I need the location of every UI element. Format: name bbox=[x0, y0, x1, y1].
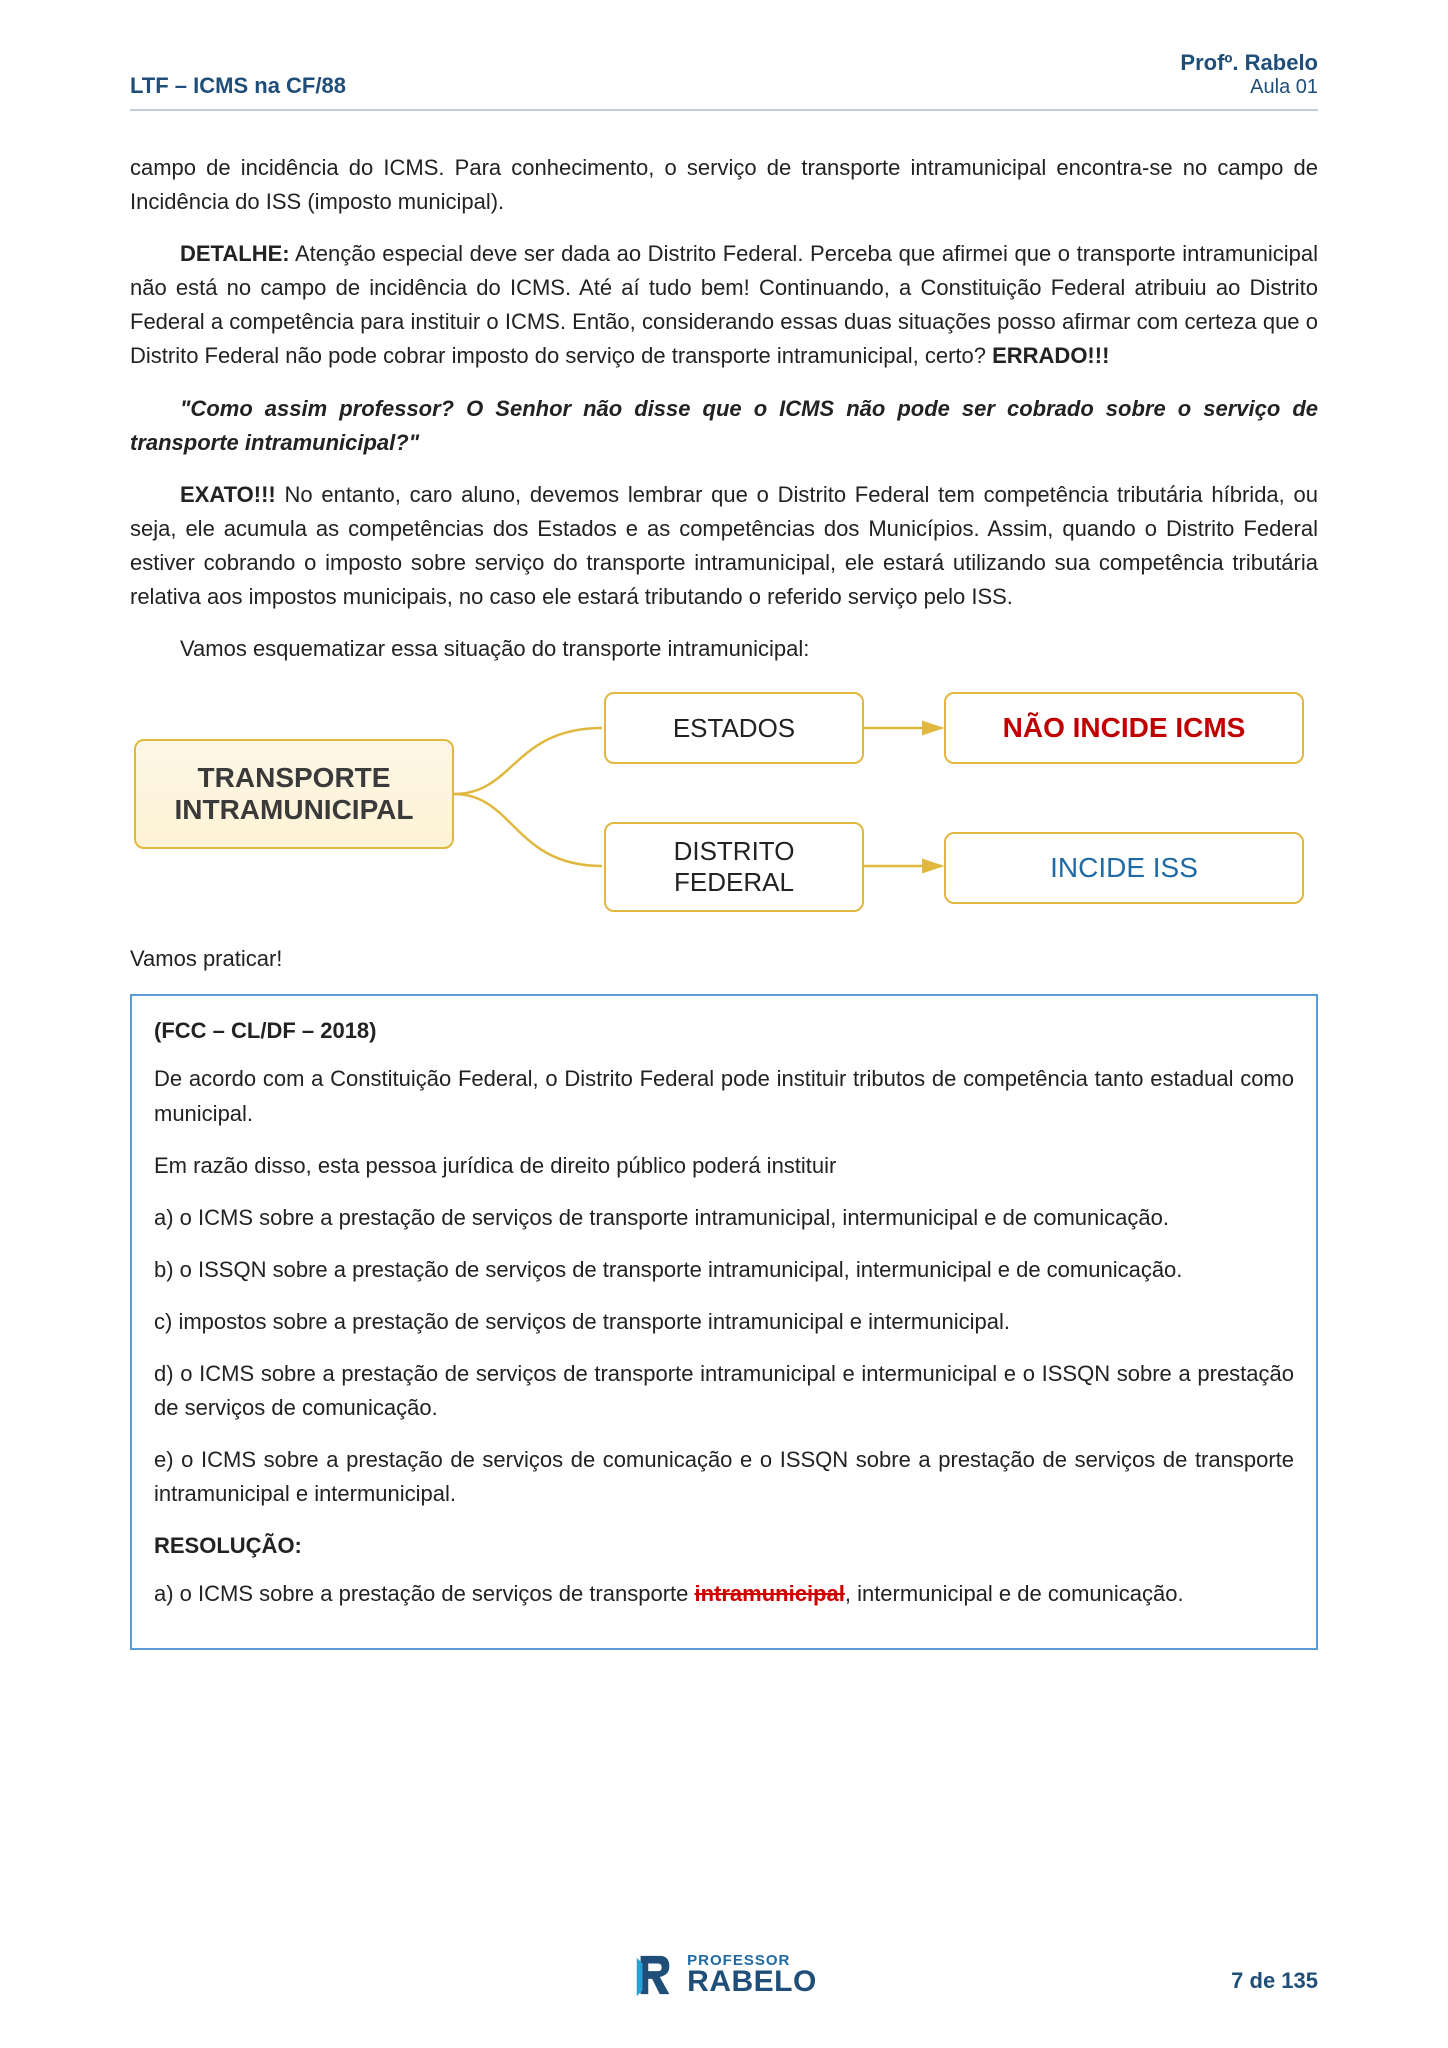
footer-logo: PROFESSOR RABELO bbox=[631, 1952, 817, 1998]
resolucao-label: RESOLUÇÃO: bbox=[154, 1529, 1294, 1563]
resolucao-a-strike: intramunicipal bbox=[694, 1581, 844, 1606]
para-1: campo de incidência do ICMS. Para conhec… bbox=[130, 151, 1318, 219]
question-stem-2: Em razão disso, esta pessoa jurídica de … bbox=[154, 1149, 1294, 1183]
question-option-a: a) o ICMS sobre a prestação de serviços … bbox=[154, 1201, 1294, 1235]
question-option-e: e) o ICMS sobre a prestação de serviços … bbox=[154, 1443, 1294, 1511]
diagram-box-root: TRANSPORTE INTRAMUNICIPAL bbox=[134, 739, 454, 849]
question-stem-1: De acordo com a Constituição Federal, o … bbox=[154, 1062, 1294, 1130]
page-header: LTF – ICMS na CF/88 Profº. Rabelo Aula 0… bbox=[130, 50, 1318, 111]
question-box: (FCC – CL/DF – 2018) De acordo com a Con… bbox=[130, 994, 1318, 1649]
diagram-transporte: TRANSPORTE INTRAMUNICIPAL ESTADOS DISTRI… bbox=[134, 684, 1314, 914]
resolucao-a: a) o ICMS sobre a prestação de serviços … bbox=[154, 1577, 1294, 1611]
question-option-d: d) o ICMS sobre a prestação de serviços … bbox=[154, 1357, 1294, 1425]
diagram-box-df: DISTRITO FEDERAL bbox=[604, 822, 864, 912]
logo-text: PROFESSOR RABELO bbox=[687, 1954, 817, 1997]
logo-text-bottom: RABELO bbox=[687, 1968, 817, 1997]
resolucao-a-pre: a) o ICMS sobre a prestação de serviços … bbox=[154, 1581, 694, 1606]
question-option-b: b) o ISSQN sobre a prestação de serviços… bbox=[154, 1253, 1294, 1287]
question-option-c: c) impostos sobre a prestação de serviço… bbox=[154, 1305, 1294, 1339]
page-number: 7 de 135 bbox=[1231, 1968, 1318, 1994]
header-prof: Profº. Rabelo bbox=[1180, 50, 1318, 76]
resolucao-a-post: , intermunicipal e de comunicação. bbox=[845, 1581, 1184, 1606]
exato-label: EXATO!!! bbox=[180, 482, 276, 507]
header-right: Profº. Rabelo Aula 01 bbox=[1180, 50, 1318, 99]
header-aula: Aula 01 bbox=[1180, 76, 1318, 99]
diagram-box-estados: ESTADOS bbox=[604, 692, 864, 764]
question-title: (FCC – CL/DF – 2018) bbox=[154, 1014, 1294, 1048]
diagram-box-incide-iss: INCIDE ISS bbox=[944, 832, 1304, 904]
header-left: LTF – ICMS na CF/88 bbox=[130, 73, 346, 99]
page-footer: PROFESSOR RABELO 7 de 135 bbox=[130, 1952, 1318, 1998]
para-3-quote: "Como assim professor? O Senhor não diss… bbox=[130, 392, 1318, 460]
para-6: Vamos praticar! bbox=[130, 942, 1318, 976]
detalhe-label: DETALHE: bbox=[180, 241, 290, 266]
logo-mark-icon bbox=[631, 1952, 677, 1998]
para-2: DETALHE: Atenção especial deve ser dada … bbox=[130, 237, 1318, 373]
diagram-box-nao-icms: NÃO INCIDE ICMS bbox=[944, 692, 1304, 764]
para-2-tail: Atenção especial deve ser dada ao Distri… bbox=[130, 241, 1318, 368]
para-4-tail: No entanto, caro aluno, devemos lembrar … bbox=[130, 482, 1318, 609]
errado-label: ERRADO!!! bbox=[992, 343, 1109, 368]
para-5: Vamos esquematizar essa situação do tran… bbox=[130, 632, 1318, 666]
para-4: EXATO!!! No entanto, caro aluno, devemos… bbox=[130, 478, 1318, 614]
